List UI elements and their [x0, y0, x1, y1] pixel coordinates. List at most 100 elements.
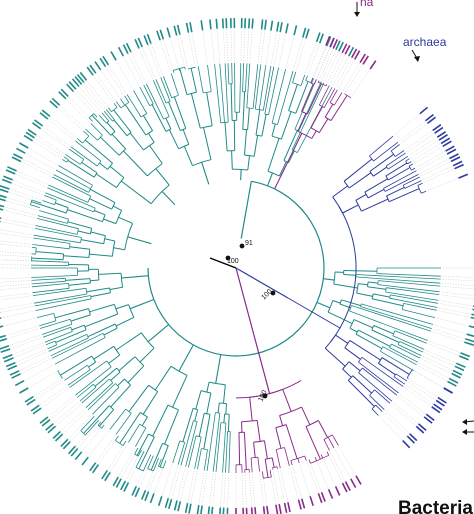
tree-branch	[223, 384, 226, 404]
supported-node-marker	[239, 243, 245, 249]
leaf-label-tick	[123, 482, 130, 492]
leaf-leader-line	[0, 303, 33, 310]
leaf-leader-line	[0, 229, 32, 236]
leaf-leader-line	[109, 444, 128, 473]
leaf-leader-line	[296, 38, 307, 71]
tree-branch	[351, 305, 432, 332]
tree-branch	[267, 170, 280, 177]
tree-branch	[318, 85, 330, 106]
tree-branches	[30, 62, 441, 479]
leaf-leader-line	[13, 345, 45, 359]
leaf-label-tick	[309, 496, 314, 507]
tree-branch	[97, 269, 100, 281]
tree-branch	[182, 408, 194, 442]
leaf-leader-line	[442, 286, 474, 290]
tree-branch	[305, 75, 308, 81]
leaf-label-tick	[58, 91, 67, 100]
leaf-label-tick	[431, 406, 441, 414]
tree-branch	[68, 282, 91, 286]
leaf-label-tick	[79, 71, 88, 81]
tree-branch	[86, 334, 89, 339]
tree-branch	[212, 413, 221, 472]
tree-branch	[381, 357, 410, 375]
tree-branch	[241, 419, 258, 423]
leaf-label-tick	[173, 500, 178, 511]
tree-branch	[385, 152, 406, 167]
leaf-label-tick	[176, 24, 181, 35]
leaf-label-tick	[0, 325, 4, 328]
leaf-label-tick	[454, 163, 464, 170]
tree-branch	[179, 68, 188, 95]
leaf-leader-lines	[0, 27, 474, 508]
tree-branch	[253, 135, 259, 157]
tree-branch	[420, 190, 427, 194]
tree-branch	[120, 273, 124, 288]
leaf-label-tick	[131, 485, 138, 496]
leaf-label-tick	[320, 492, 326, 502]
tree-branch	[217, 402, 220, 413]
tree-branch	[163, 76, 172, 98]
tree-branch	[172, 375, 188, 408]
tree-branch	[31, 199, 42, 204]
leaf-leader-line	[25, 152, 55, 170]
leaf-leader-line	[316, 47, 331, 78]
leaf-leader-line	[436, 317, 469, 327]
tree-branch	[330, 95, 348, 121]
tree-branch	[373, 293, 390, 298]
tree-branch	[57, 370, 63, 379]
leaf-leader-line	[0, 286, 30, 290]
tree-branch	[232, 168, 248, 171]
leaf-leader-line	[18, 356, 50, 372]
tree-branch	[355, 274, 441, 280]
leaf-leader-line	[15, 173, 46, 188]
leaf-label-tick	[125, 42, 132, 53]
leaf-leader-line	[315, 458, 329, 490]
leaf-leader-line	[410, 139, 440, 158]
tree-branch	[107, 107, 112, 112]
tree-branch	[339, 299, 342, 305]
tree-branch	[272, 122, 278, 125]
tree-branch	[39, 320, 57, 327]
tree-branch	[84, 313, 118, 328]
leaf-leader-line	[92, 75, 114, 102]
tree-branch	[386, 195, 390, 202]
tree-branch	[115, 210, 123, 224]
tree-branch	[333, 283, 358, 289]
tree-branch	[220, 121, 229, 124]
leaf-leader-line	[141, 47, 156, 78]
tree-branch	[385, 291, 439, 301]
leaf-label-tick	[68, 81, 77, 90]
tree-branch	[372, 298, 404, 307]
leaf-leader-line	[0, 243, 31, 248]
tree-branch	[30, 199, 33, 205]
leaf-leader-line	[319, 48, 334, 79]
tree-branch	[385, 287, 387, 293]
tree-branch	[224, 122, 228, 151]
tree-branch	[51, 332, 104, 359]
tree-branch	[395, 373, 408, 382]
tree-branch	[89, 303, 115, 313]
tree-branch	[143, 84, 154, 105]
tree-branch	[37, 313, 54, 318]
tree-branch	[44, 331, 73, 343]
tree-branch	[349, 319, 355, 329]
tree-branch	[276, 447, 285, 450]
root-branch	[209, 257, 237, 269]
tree-branch	[194, 409, 199, 422]
tree-branch	[114, 323, 118, 329]
leaf-leader-line	[0, 283, 30, 287]
leaf-leader-line	[265, 30, 272, 64]
tree-branch	[380, 350, 414, 371]
tree-branch	[97, 421, 102, 426]
leaf-label-tick	[5, 169, 16, 175]
tree-branch	[356, 292, 373, 297]
leaf-leader-line	[168, 466, 178, 499]
leaf-leader-line	[62, 411, 87, 435]
leaf-leader-line	[150, 43, 163, 75]
leaf-label-tick	[74, 76, 83, 85]
tree-branch	[109, 287, 111, 293]
leaf-leader-line	[190, 471, 198, 504]
tree-branch	[360, 306, 433, 329]
leaf-leader-line	[77, 423, 100, 449]
leaf-leader-line	[257, 29, 262, 63]
